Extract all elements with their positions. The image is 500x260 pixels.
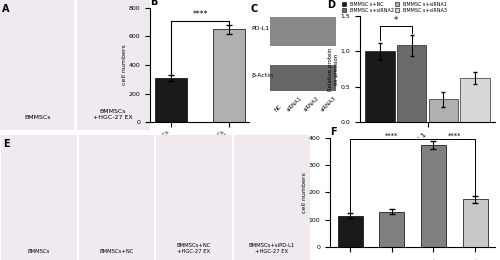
Text: siRNA2: siRNA2 xyxy=(303,95,320,113)
Text: BMMSCs: BMMSCs xyxy=(28,249,50,254)
Text: +: + xyxy=(430,259,436,260)
Text: BMMSCs+siPD-L1
+HGC-27 EX: BMMSCs+siPD-L1 +HGC-27 EX xyxy=(248,243,294,254)
Text: β-Actin: β-Actin xyxy=(252,73,274,78)
Text: BMMSCs
+HGC-27 EX: BMMSCs +HGC-27 EX xyxy=(92,109,132,120)
Bar xyxy=(213,29,246,122)
Text: -: - xyxy=(390,259,393,260)
Text: F: F xyxy=(330,127,336,137)
Bar xyxy=(421,145,446,247)
Text: -: - xyxy=(349,259,351,260)
Bar xyxy=(428,100,458,122)
Bar xyxy=(397,46,426,122)
Bar xyxy=(366,51,395,122)
Text: BMMSCs: BMMSCs xyxy=(24,115,51,120)
Text: NC: NC xyxy=(274,104,282,113)
Text: C: C xyxy=(251,4,258,14)
Text: siRNA3: siRNA3 xyxy=(320,95,336,113)
Text: E: E xyxy=(3,139,10,149)
Bar xyxy=(154,78,187,122)
Legend: BMMSC s+NC, BMMSC s+siRNA2, BMMSC s+siRNA1, BMMSC s+siRNA3: BMMSC s+NC, BMMSC s+siRNA2, BMMSC s+siRN… xyxy=(340,0,449,15)
Bar xyxy=(379,212,404,247)
Text: BMMSCs+NC: BMMSCs+NC xyxy=(99,249,134,254)
Text: +: + xyxy=(472,259,478,260)
Text: *: * xyxy=(394,16,398,25)
Text: siRNA1: siRNA1 xyxy=(286,95,304,113)
Text: ****: **** xyxy=(385,133,398,139)
Text: ****: **** xyxy=(448,133,461,139)
Y-axis label: Relative protein
ex pression: Relative protein ex pression xyxy=(328,47,339,90)
Text: ****: **** xyxy=(192,10,208,19)
Bar xyxy=(270,17,336,46)
Bar xyxy=(460,78,490,122)
Text: B: B xyxy=(150,0,158,7)
Y-axis label: cell numbers: cell numbers xyxy=(302,172,307,213)
Text: BMMSCs+NC
+HGC-27 EX: BMMSCs+NC +HGC-27 EX xyxy=(176,243,211,254)
Bar xyxy=(462,199,487,247)
Bar xyxy=(270,65,336,91)
Bar xyxy=(338,216,362,247)
Y-axis label: cell numbers: cell numbers xyxy=(122,45,127,85)
Text: A: A xyxy=(2,4,9,14)
Text: PD-L1: PD-L1 xyxy=(252,26,270,31)
Text: D: D xyxy=(327,0,335,10)
